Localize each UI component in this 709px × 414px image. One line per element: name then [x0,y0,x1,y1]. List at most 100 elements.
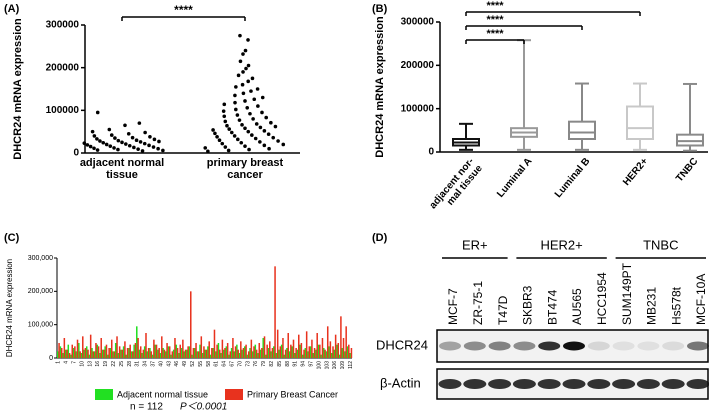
data-point [88,144,93,149]
bar [236,344,238,358]
blot-band [439,341,461,351]
bar [267,348,270,358]
bar [72,348,75,358]
bar [97,346,100,358]
y-axis-label: DHCR24 mRNA expression [374,16,386,158]
bar [211,348,213,358]
bar [288,351,291,358]
bar [212,348,214,358]
data-point [262,129,267,133]
y-tick-label: 300000 [401,17,435,28]
significance-label: **** [174,3,193,17]
data-point [82,141,87,145]
legend-swatch [95,389,113,400]
data-point [104,142,109,147]
lane-label: AU565 [570,288,584,325]
blot-band [636,379,660,389]
data-point [130,135,135,140]
data-point [112,146,116,150]
data-point [243,126,247,131]
lane-label: SKBR3 [521,285,535,325]
bar [213,329,216,358]
data-point [243,144,247,148]
bar [261,348,263,358]
significance-label: **** [486,14,504,26]
bar [114,343,117,358]
bar [321,338,324,358]
y-tick-label: 200000 [46,62,80,73]
bar [182,339,184,358]
y-tick-label: 200000 [401,60,435,71]
bar [174,338,176,358]
bar [220,353,222,358]
bar [308,346,311,358]
blot-band [563,341,585,351]
bar [242,348,245,358]
data-point [132,145,136,150]
x-tick-label: 37 [150,361,156,367]
data-point [243,99,247,103]
bar [304,348,307,358]
bar [349,353,351,358]
bar [319,344,321,358]
data-point [85,143,90,147]
bar [245,344,247,358]
bar [320,354,322,358]
x-tick-label: 25 [119,361,125,367]
bar [299,344,301,358]
bar [60,348,63,358]
x-tick-label: 94 [301,361,307,367]
data-point [246,129,251,134]
data-point [140,149,145,153]
lane-label: Hs578t [669,286,683,325]
bar [193,348,196,358]
bar [179,344,181,358]
bar [262,338,264,358]
bar [338,354,341,358]
y-tick-label: 200,000 [28,288,53,295]
data-point [156,146,160,151]
legend-label: Primary Breast Cancer [247,389,338,399]
blot-band [438,379,462,389]
data-point [143,130,147,135]
bar [345,326,347,358]
y-tick-label: 100000 [401,103,435,114]
blot-band [512,379,536,389]
bar [196,351,199,358]
bar [139,346,142,358]
data-point [244,66,248,71]
x-tick-label: 64 [222,361,228,367]
data-point [134,138,139,142]
bar [117,353,120,358]
data-point [253,136,258,141]
bar [234,346,237,358]
blot-band [661,379,685,389]
bar [88,354,91,358]
bar [116,336,118,358]
data-point [266,132,271,137]
lane-label: T47D [496,295,510,325]
significance-label: **** [486,0,504,12]
bar [138,349,141,358]
bar [290,344,292,358]
data-point [152,137,157,142]
data-point [232,134,237,138]
bar [70,354,72,358]
bar [334,334,337,358]
bar [190,291,192,358]
box [626,105,654,140]
bar [296,349,299,358]
data-point [148,134,152,139]
data-point [234,85,238,89]
y-tick-label: 100000 [46,105,80,116]
bar [68,353,71,358]
bar [71,344,74,358]
data-point [95,137,99,141]
bar [187,346,189,358]
bar [315,349,317,358]
bar [126,348,129,358]
bar [145,333,147,358]
bar [221,339,224,358]
data-point [222,114,227,119]
